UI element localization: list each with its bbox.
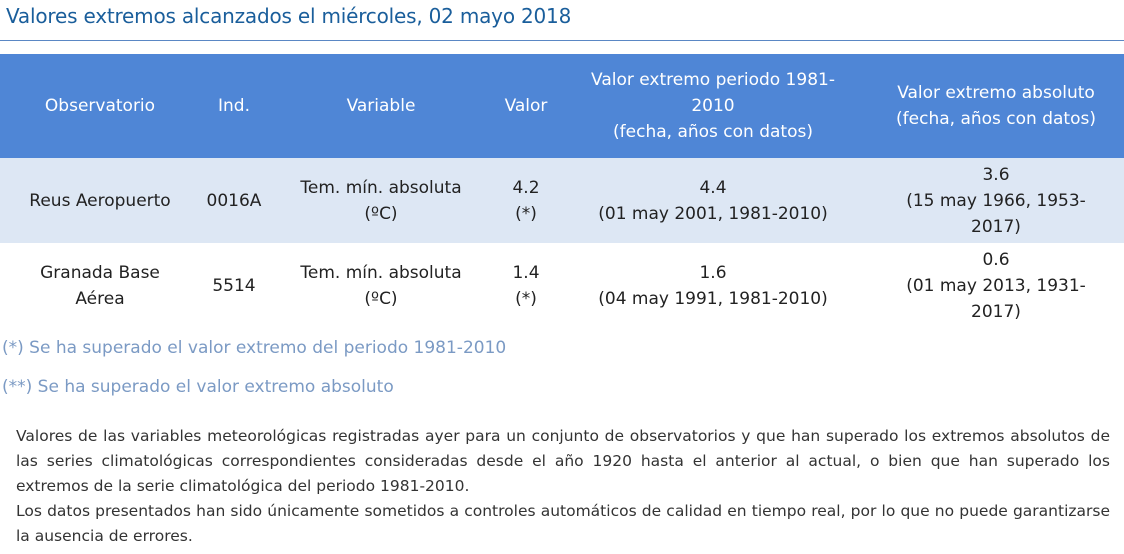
cell-periodo-line2: (04 may 1991, 1981-2010): [598, 288, 828, 309]
cell-observatorio-line2: Aérea: [75, 288, 125, 309]
cell-absoluto-line3: 2017): [971, 301, 1021, 322]
header-periodo-line2: 2010: [691, 96, 735, 116]
cell-periodo-line1: 4.4: [699, 177, 727, 198]
header-variable[interactable]: Variable: [268, 54, 494, 158]
cell-absoluto: 0.6 (01 may 2013, 1931- 2017): [868, 243, 1124, 328]
description-paragraph-1: Valores de las variables meteorológicas …: [16, 427, 1110, 495]
extremes-table: Observatorio Ind. Variable Valor Valor e…: [0, 54, 1124, 328]
cell-valor: 1.4 (*): [494, 243, 558, 328]
cell-observatorio: Granada Base Aérea: [0, 243, 200, 328]
title-divider: [0, 40, 1124, 41]
cell-ind: 5514: [200, 243, 268, 328]
cell-periodo: 1.6 (04 may 1991, 1981-2010): [558, 243, 868, 328]
header-valor[interactable]: Valor: [494, 54, 558, 158]
header-observatorio[interactable]: Observatorio: [0, 54, 200, 158]
note-periodo: (*) Se ha superado el valor extremo del …: [2, 338, 507, 358]
cell-valor-line2: (*): [515, 203, 537, 224]
header-absoluto-line1: Valor extremo absoluto: [897, 83, 1095, 103]
cell-absoluto: 3.6 (15 may 1966, 1953- 2017): [868, 158, 1124, 243]
cell-absoluto-line1: 3.6: [982, 164, 1010, 185]
cell-variable-line2: (ºC): [364, 203, 398, 224]
header-valor-extremo-periodo[interactable]: Valor extremo periodo 1981- 2010 (fecha,…: [558, 54, 868, 158]
cell-variable-line2: (ºC): [364, 288, 398, 309]
cell-absoluto-line1: 0.6: [982, 249, 1010, 270]
cell-valor-line1: 1.4: [512, 262, 540, 283]
cell-periodo-line1: 1.6: [699, 262, 727, 283]
cell-valor-line1: 4.2: [512, 177, 540, 198]
cell-periodo: 4.4 (01 may 2001, 1981-2010): [558, 158, 868, 243]
header-ind[interactable]: Ind.: [200, 54, 268, 158]
header-periodo-line3: (fecha, años con datos): [613, 122, 813, 142]
header-periodo-line1: Valor extremo periodo 1981-: [591, 70, 835, 90]
cell-ind: 0016A: [200, 158, 268, 243]
cell-absoluto-line2: (01 may 2013, 1931-: [906, 275, 1086, 296]
note-absoluto: (**) Se ha superado el valor extremo abs…: [2, 377, 394, 397]
cell-absoluto-line2: (15 may 1966, 1953-: [906, 190, 1086, 211]
cell-variable-line1: Tem. mín. absoluta: [300, 262, 462, 283]
cell-valor: 4.2 (*): [494, 158, 558, 243]
table-row: Granada Base Aérea 5514 Tem. mín. absolu…: [0, 243, 1124, 328]
cell-periodo-line2: (01 may 2001, 1981-2010): [598, 203, 828, 224]
cell-observatorio: Reus Aeropuerto: [0, 158, 200, 243]
cell-variable: Tem. mín. absoluta (ºC): [268, 158, 494, 243]
description-paragraph-2: Los datos presentados han sido únicament…: [16, 502, 1110, 545]
header-absoluto-line2: (fecha, años con datos): [896, 109, 1096, 129]
description: Valores de las variables meteorológicas …: [16, 424, 1110, 549]
cell-absoluto-line3: 2017): [971, 216, 1021, 237]
cell-variable: Tem. mín. absoluta (ºC): [268, 243, 494, 328]
table-header-row: Observatorio Ind. Variable Valor Valor e…: [0, 54, 1124, 158]
header-valor-extremo-absoluto[interactable]: Valor extremo absoluto (fecha, años con …: [868, 54, 1124, 158]
page-title: Valores extremos alcanzados el miércoles…: [6, 4, 572, 28]
table-row: Reus Aeropuerto 0016A Tem. mín. absoluta…: [0, 158, 1124, 243]
cell-variable-line1: Tem. mín. absoluta: [300, 177, 462, 198]
cell-valor-line2: (*): [515, 288, 537, 309]
cell-observatorio-line1: Granada Base: [40, 262, 160, 283]
